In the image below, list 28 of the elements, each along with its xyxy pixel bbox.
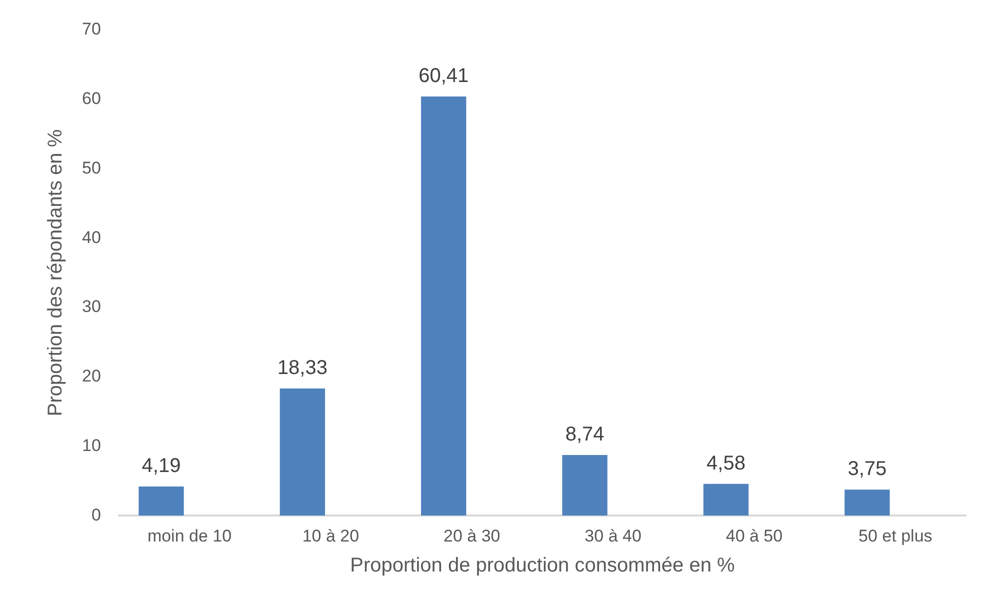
y-tick-label: 70	[82, 20, 101, 39]
y-tick-label: 0	[91, 505, 101, 524]
y-axis-title: Proportion des répondants en %	[44, 129, 67, 416]
y-tick-label: 60	[82, 89, 101, 108]
y-tick-label: 10	[82, 436, 101, 455]
y-tick-label: 20	[82, 366, 101, 386]
bar	[421, 96, 466, 516]
x-tick-label: 10 à 20	[302, 526, 360, 546]
data-label: 3,75	[848, 458, 887, 480]
y-tick-label: 30	[82, 297, 101, 316]
bar	[138, 486, 184, 516]
x-tick-label: 50 et plus	[858, 526, 932, 546]
bar	[844, 490, 890, 516]
x-tick-label: 40 à 50	[726, 526, 783, 546]
x-tick-label: 20 à 30	[443, 526, 500, 546]
x-tick-label: 30 à 40	[584, 526, 642, 546]
data-label: 4,58	[706, 452, 746, 474]
bar	[562, 454, 608, 516]
x-tick-label: moin de 10	[147, 526, 232, 546]
y-tick-label: 50	[82, 158, 101, 178]
y-tick-label: 40	[82, 228, 101, 247]
bar	[703, 484, 749, 516]
data-label: 18,33	[277, 356, 328, 379]
data-label: 4,19	[142, 455, 181, 478]
data-label: 8,74	[565, 423, 604, 446]
x-axis-title: Proportion de production consommée en %	[350, 554, 736, 577]
bar	[280, 388, 326, 516]
data-label: 60,41	[418, 65, 469, 88]
